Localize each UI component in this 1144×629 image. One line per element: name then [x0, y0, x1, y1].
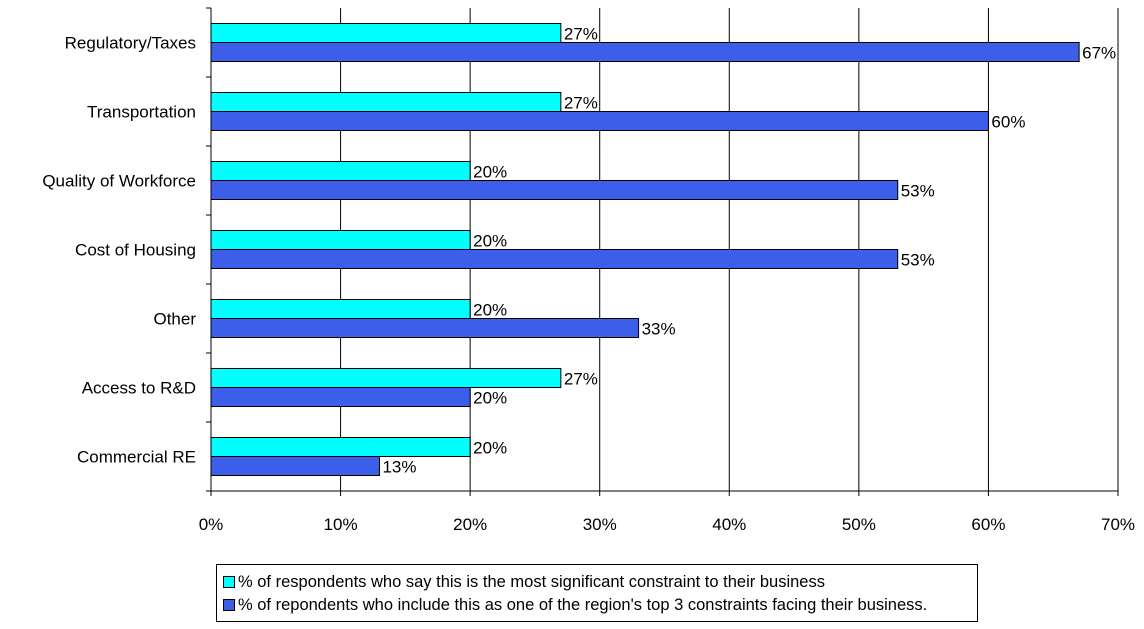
bar — [210, 42, 1080, 62]
legend-item: % of respondents who say this is the mos… — [223, 572, 825, 592]
category-label: Cost of Housing — [75, 241, 196, 260]
bar — [210, 456, 380, 476]
bar — [210, 387, 471, 407]
bar — [210, 23, 562, 43]
data-label: 67% — [1082, 44, 1116, 63]
data-label: 33% — [642, 320, 676, 339]
legend-swatch — [223, 599, 235, 611]
data-label: 20% — [473, 232, 507, 251]
data-label: 20% — [473, 439, 507, 458]
data-label: 60% — [991, 113, 1025, 132]
x-tick-label: 60% — [971, 515, 1005, 534]
bar — [210, 92, 562, 112]
bar — [210, 161, 471, 181]
bar — [210, 437, 471, 457]
bar — [210, 368, 562, 388]
data-label: 20% — [473, 389, 507, 408]
legend-label: % of repondents who include this as one … — [238, 595, 928, 614]
data-label: 13% — [382, 458, 416, 477]
bar — [210, 318, 640, 338]
bar — [210, 249, 899, 269]
legend-swatch — [223, 576, 235, 588]
data-label: 20% — [473, 163, 507, 182]
bar — [210, 299, 471, 319]
category-label: Regulatory/Taxes — [65, 34, 196, 53]
x-tick-label: 50% — [842, 515, 876, 534]
category-label: Access to R&D — [82, 379, 196, 398]
bar — [210, 180, 899, 200]
category-label: Other — [153, 310, 196, 329]
x-tick-label: 0% — [199, 515, 224, 534]
legend: % of respondents who say this is the mos… — [216, 564, 978, 622]
legend-item: % of repondents who include this as one … — [223, 595, 927, 615]
x-tick-label: 40% — [712, 515, 746, 534]
x-tick-label: 70% — [1101, 515, 1135, 534]
category-label: Commercial RE — [77, 448, 196, 467]
data-label: 20% — [473, 301, 507, 320]
bars — [210, 23, 1080, 476]
data-label: 27% — [564, 25, 598, 44]
bar — [210, 111, 989, 131]
category-label: Quality of Workforce — [42, 172, 196, 191]
labels: 0% 10% 20% 30% 40% 50% 60% 70% Regulatory/Taxes 2… — [42, 25, 1135, 535]
x-tick-label: 20% — [453, 515, 487, 534]
data-label: 27% — [564, 370, 598, 389]
data-label: 27% — [564, 94, 598, 113]
category-label: Transportation — [87, 103, 196, 122]
legend-label: % of respondents who say this is the mos… — [238, 572, 825, 591]
bar-chart: 0% 10% 20% 30% 40% 50% 60% 70% Regulatory/Taxes 2… — [42, 7, 1135, 535]
x-tick-label: 30% — [583, 515, 617, 534]
data-label: 53% — [901, 251, 935, 270]
x-tick-label: 10% — [324, 515, 358, 534]
bar — [210, 230, 471, 250]
data-label: 53% — [901, 182, 935, 201]
